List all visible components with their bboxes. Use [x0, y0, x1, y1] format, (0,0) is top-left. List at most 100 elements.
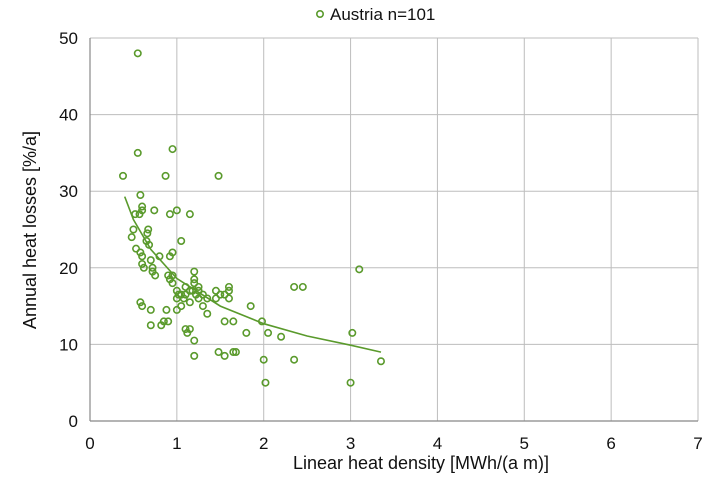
y-tick-label: 50 — [59, 29, 78, 48]
data-point — [348, 328, 357, 337]
data-point — [127, 233, 136, 242]
data-point — [242, 328, 251, 337]
data-point — [220, 351, 229, 360]
data-point — [143, 229, 152, 238]
trendline — [123, 196, 382, 353]
data-point — [259, 355, 268, 364]
data-point — [185, 210, 194, 219]
data-point — [185, 325, 194, 334]
data-point — [148, 263, 157, 272]
data-point — [146, 305, 155, 314]
data-point — [290, 282, 299, 291]
data-point — [214, 348, 223, 357]
data-point — [261, 378, 270, 387]
data-point — [188, 286, 197, 295]
data-point — [214, 171, 223, 180]
data-point — [172, 305, 181, 314]
data-point — [298, 282, 307, 291]
data-point — [135, 210, 144, 219]
data-point — [144, 225, 153, 234]
data-point — [164, 271, 173, 280]
data-point — [142, 236, 151, 245]
data-points — [119, 49, 385, 387]
data-point — [165, 210, 174, 219]
data-point — [138, 252, 147, 261]
data-point — [155, 252, 164, 261]
data-point — [257, 317, 266, 326]
x-tick-label: 2 — [259, 434, 268, 453]
data-point — [164, 317, 173, 326]
data-point — [168, 271, 177, 280]
grid-lines — [89, 37, 699, 422]
data-point — [203, 294, 212, 303]
data-point — [150, 206, 159, 215]
data-point — [220, 317, 229, 326]
data-point — [162, 305, 171, 314]
data-point — [181, 325, 190, 334]
data-point — [376, 357, 385, 366]
data-point — [229, 348, 238, 357]
data-point — [139, 263, 148, 272]
data-point — [198, 302, 207, 311]
y-tick-labels: 0 10 20 30 40 50 — [59, 29, 78, 431]
data-point — [133, 148, 142, 157]
data-point — [136, 248, 145, 257]
data-point — [224, 282, 233, 291]
x-axis-title: Linear heat density [MWh/(a m)] — [293, 453, 549, 473]
data-point — [246, 302, 255, 311]
x-tick-label: 7 — [693, 434, 702, 453]
legend: Austria n=101 — [315, 5, 435, 24]
y-axis-title: Annual heat losses [%/a] — [20, 131, 40, 329]
data-point — [185, 298, 194, 307]
data-point — [355, 265, 364, 274]
data-point — [148, 267, 157, 276]
legend-label: Austria n=101 — [330, 5, 435, 24]
x-tick-label: 0 — [85, 434, 94, 453]
data-point — [161, 171, 170, 180]
data-point — [168, 145, 177, 154]
data-point — [172, 206, 181, 215]
data-point — [179, 294, 188, 303]
data-point — [131, 210, 140, 219]
axes — [89, 38, 698, 422]
data-point — [133, 49, 142, 58]
data-point — [277, 332, 286, 341]
data-point — [190, 267, 199, 276]
data-point — [224, 294, 233, 303]
x-tick-label: 4 — [433, 434, 442, 453]
data-point — [119, 171, 128, 180]
x-tick-label: 6 — [606, 434, 615, 453]
y-tick-label: 10 — [59, 335, 78, 354]
x-tick-labels: 0 1 2 3 4 5 6 7 — [85, 434, 702, 453]
y-tick-label: 30 — [59, 182, 78, 201]
data-point — [229, 317, 238, 326]
data-point — [168, 279, 177, 288]
data-point — [136, 191, 145, 200]
y-tick-label: 20 — [59, 259, 78, 278]
data-point — [146, 256, 155, 265]
data-point — [203, 309, 212, 318]
data-point — [168, 248, 177, 257]
x-tick-label: 5 — [520, 434, 529, 453]
data-point — [231, 348, 240, 357]
data-point — [138, 202, 147, 211]
x-tick-label: 3 — [346, 434, 355, 453]
data-point — [264, 328, 273, 337]
data-point — [129, 225, 138, 234]
data-point — [190, 336, 199, 345]
data-point — [190, 275, 199, 284]
data-point — [159, 317, 168, 326]
data-point — [346, 378, 355, 387]
data-point — [136, 298, 145, 307]
y-tick-label: 40 — [59, 106, 78, 125]
data-point — [138, 302, 147, 311]
data-point — [211, 294, 220, 303]
data-point — [138, 259, 147, 268]
data-point — [174, 290, 183, 299]
data-point — [146, 321, 155, 330]
data-point — [177, 236, 186, 245]
data-point — [190, 351, 199, 360]
data-point — [290, 355, 299, 364]
x-tick-label: 1 — [172, 434, 181, 453]
